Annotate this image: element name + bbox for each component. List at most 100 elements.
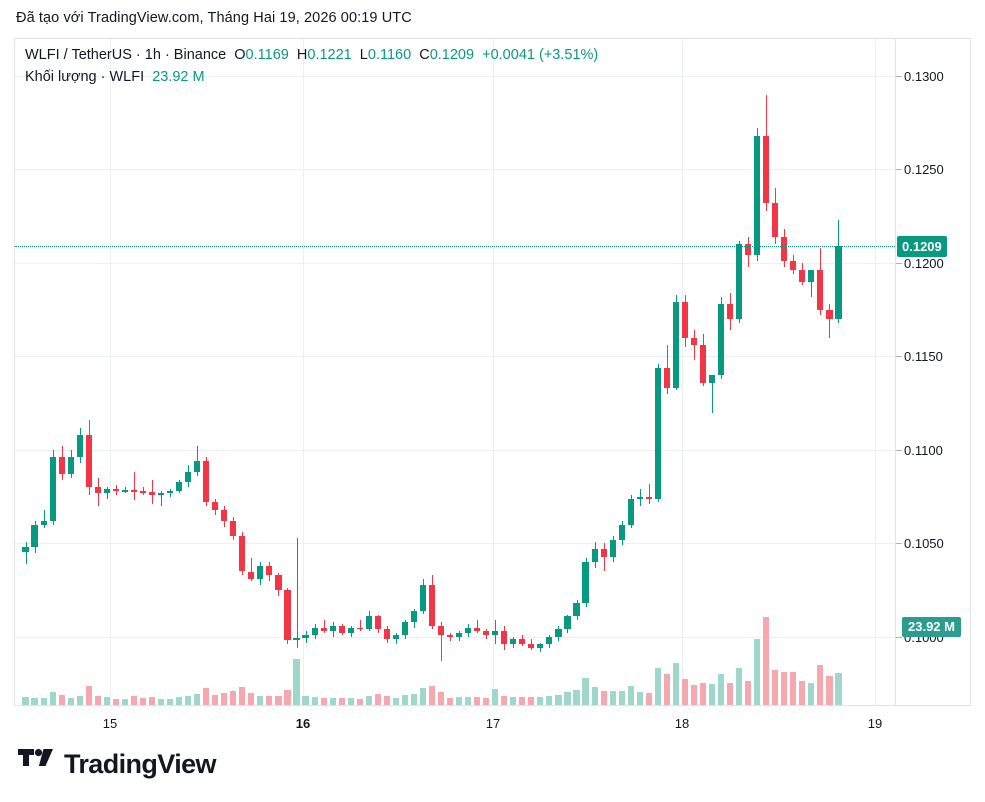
gridline-horizontal — [15, 169, 895, 171]
candle-body — [293, 637, 300, 640]
candle-wick — [161, 491, 162, 507]
candle-body — [817, 270, 824, 310]
volume-bar — [203, 687, 210, 705]
tradingview-logo-icon — [18, 748, 54, 779]
price-tick-label: 0.1100 — [904, 442, 943, 458]
candle-body — [257, 565, 264, 579]
volume-bar — [374, 694, 381, 705]
candle-body — [401, 621, 408, 636]
candle-body — [157, 492, 165, 495]
volume-bar — [745, 680, 752, 705]
volume-bar — [22, 697, 29, 705]
candle-body — [564, 616, 571, 630]
candle-wick — [360, 620, 361, 632]
candle-body — [483, 631, 490, 636]
price-tick-label: 0.1250 — [904, 162, 944, 178]
candle-body — [275, 575, 282, 591]
volume-bar — [437, 692, 445, 705]
volume-bar — [176, 696, 183, 705]
candle-body — [654, 367, 661, 499]
candle-body — [528, 644, 535, 649]
chart-pane[interactable]: WLFI / TetherUS · 1h · Binance O0.1169 H… — [15, 39, 895, 705]
gridline-vertical — [493, 39, 494, 705]
volume-bar — [609, 691, 616, 705]
candle-body — [212, 502, 219, 510]
candle-body — [85, 434, 92, 488]
candle-body — [284, 590, 291, 640]
volume-bar — [401, 694, 408, 705]
volume-bar — [546, 695, 553, 705]
volume-bar — [257, 695, 264, 705]
volume-bar — [275, 696, 282, 705]
price-tick-dash — [896, 543, 902, 545]
candle-body — [230, 521, 237, 536]
volume-bar — [67, 697, 74, 705]
volume-bar — [672, 663, 679, 705]
candle-body — [221, 509, 228, 521]
candle-body — [537, 644, 544, 649]
candle-wick — [152, 479, 153, 505]
volume-bar — [112, 698, 119, 705]
volume-bar — [293, 658, 300, 705]
candle-wick — [134, 472, 135, 501]
volume-bar — [510, 697, 517, 705]
candle-body — [419, 584, 427, 611]
candle-body — [681, 302, 688, 338]
candle-body — [754, 135, 761, 256]
candle-wick — [297, 537, 298, 649]
candle-body — [745, 244, 752, 256]
candle-body — [717, 304, 725, 376]
volume-bar — [94, 695, 101, 705]
volume-bar — [302, 696, 309, 705]
candle-wick — [125, 487, 126, 493]
volume-bar — [103, 697, 110, 705]
candle-body — [320, 627, 327, 632]
chart-container[interactable]: WLFI / TetherUS · 1h · Binance O0.1169 H… — [14, 38, 971, 745]
candle-body — [392, 635, 399, 639]
gridline-vertical — [875, 39, 876, 705]
volume-bar — [248, 692, 255, 705]
candle-body — [690, 337, 698, 346]
time-scale[interactable]: 15 16 17 18 19 — [15, 705, 970, 745]
candle-body — [808, 270, 815, 282]
volume-bar — [781, 672, 788, 705]
volume-series — [15, 39, 895, 705]
candle-body — [356, 627, 363, 630]
candle-body — [410, 610, 417, 622]
candle-body — [58, 457, 65, 475]
volume-bar — [474, 696, 481, 705]
candle-body — [609, 539, 616, 557]
candle-body — [194, 461, 201, 473]
candle-body — [663, 367, 670, 389]
tradingview-wordmark: TradingView — [64, 748, 217, 779]
volume-bar — [329, 697, 336, 705]
candle-body — [103, 489, 110, 493]
volume-bar — [763, 617, 770, 705]
candle-body — [790, 261, 797, 271]
candle-body — [67, 457, 74, 475]
last-price-line — [15, 246, 895, 248]
price-scale[interactable]: 0.1300 0.1250 0.1200 0.1150 0.1100 0.1050 0.10… — [895, 39, 970, 705]
candle-body — [121, 490, 128, 492]
candle-body — [437, 625, 445, 636]
volume-bar — [320, 697, 327, 705]
volume-bar — [772, 669, 779, 705]
time-tick-label: 17 — [485, 716, 501, 731]
candle-body — [645, 496, 652, 499]
volume-bar — [492, 689, 499, 705]
candlestick-series — [15, 39, 895, 705]
candle-body — [428, 584, 436, 626]
price-tick-dash — [896, 356, 902, 358]
candle-body — [239, 535, 246, 572]
volume-bar — [528, 696, 535, 705]
price-tick-dash — [896, 449, 902, 451]
candle-wick — [324, 620, 325, 634]
gridline-horizontal — [15, 449, 895, 451]
volume-bar — [564, 692, 571, 705]
time-tick-label: 16 — [295, 716, 311, 731]
volume-bar — [582, 677, 589, 705]
candle-body — [582, 562, 589, 604]
time-tick-label: 15 — [102, 716, 118, 731]
candle-body — [474, 627, 481, 632]
volume-bar — [58, 694, 65, 705]
